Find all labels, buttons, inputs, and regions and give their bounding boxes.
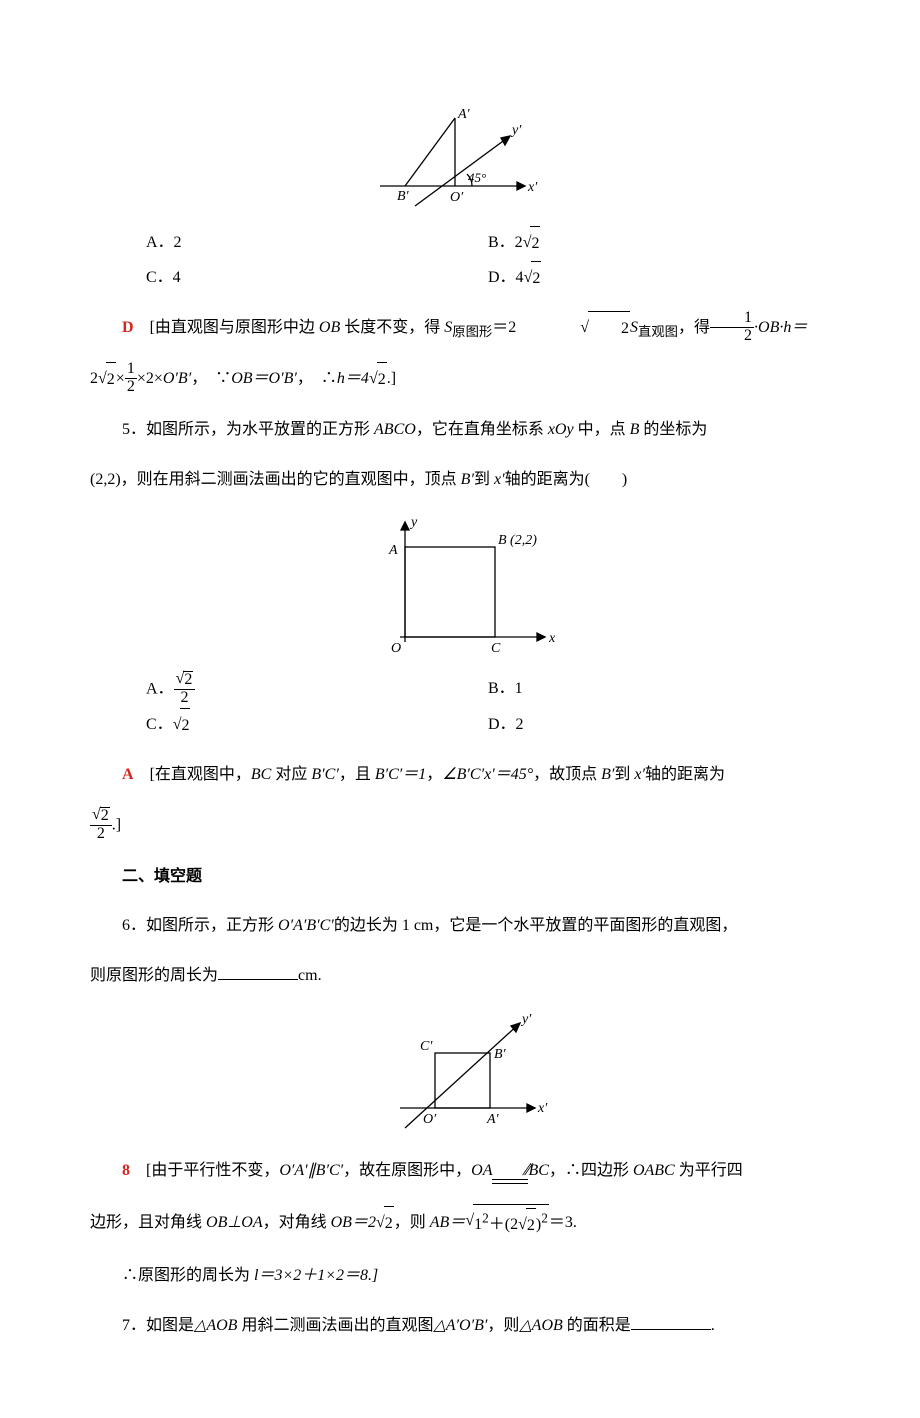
label-y6: y′ xyxy=(520,1012,532,1027)
label-O5: O xyxy=(391,641,401,656)
label-C6: C′ xyxy=(420,1039,433,1054)
q6-answer-line3: ∴原图形的周长为 l＝3×2＋1×2＝8.] xyxy=(90,1259,830,1293)
label-x6: x′ xyxy=(537,1101,548,1116)
q6-answer-number: 8 xyxy=(122,1162,130,1179)
label-C5: C xyxy=(491,641,501,656)
q4-options: A．2 B．2√2 C．4 D．4√2 xyxy=(90,226,830,295)
q5-answer-line1: A [在直观图中，BC 对应 B′C′，且 B′C′＝1，∠B′C′x′＝45°… xyxy=(90,758,830,792)
q5-option-D: D．2 xyxy=(488,708,830,743)
q5-option-B: B．1 xyxy=(488,672,830,708)
label-A5: A xyxy=(388,543,398,558)
q4-answer-line2: 2√2×12×2×O′B′， ∵OB＝O′B′， ∴h＝4√2.] xyxy=(90,362,830,397)
label-x: x′ xyxy=(527,180,538,195)
label-A6: A′ xyxy=(486,1112,500,1127)
q6-stem-line2: 则原图形的周长为cm. xyxy=(90,959,830,993)
figure-q5: A B (2,2) O C x y xyxy=(90,512,830,662)
label-A: A′ xyxy=(457,107,471,122)
q5-stem-line1: 5．如图所示，为水平放置的正方形 ABCO，它在直角坐标系 xOy 中，点 B … xyxy=(90,413,830,447)
label-y: y′ xyxy=(510,123,522,138)
label-y5: y xyxy=(409,515,418,530)
q4-option-B: B．2√2 xyxy=(488,226,830,261)
figure-q4: A′ B′ O′ x′ y′ 45° xyxy=(90,106,830,216)
svg-fig-q5: A B (2,2) O C x y xyxy=(345,512,575,662)
q6-answer-line2: 边形，且对角线 OB⊥OA，对角线 OB＝2√2，则 AB＝√12＋(2√2)2… xyxy=(90,1204,830,1243)
q4-option-A: A．2 xyxy=(146,226,488,261)
q5-answer-letter: A xyxy=(122,766,134,783)
svg-fig-q4: A′ B′ O′ x′ y′ 45° xyxy=(360,106,560,216)
q4-answer-letter: D xyxy=(122,319,134,336)
q6-blank xyxy=(218,964,298,979)
section-2-heading: 二、填空题 xyxy=(90,860,830,894)
q5-answer-line2: √22.] xyxy=(90,808,830,844)
q6-answer-line1: 8 [由于平行性不变，O′A′∥B′C′，故在原图形中，OA//BC，∴四边形 … xyxy=(90,1154,830,1188)
svg-fig-q6: O′ A′ B′ C′ x′ y′ xyxy=(360,1008,560,1138)
q4-option-C: C．4 xyxy=(146,261,488,296)
q5-option-A: A．√22 xyxy=(146,672,488,708)
q6-stem-line1: 6．如图所示，正方形 O′A′B′C′的边长为 1 cm，它是一个水平放置的平面… xyxy=(90,909,830,943)
q4-answer-line1: D [由直观图与原图形中边 OB 长度不变，得 S原图形＝2√2S直观图，得12… xyxy=(90,311,830,346)
label-x5: x xyxy=(548,631,556,646)
label-B6: B′ xyxy=(494,1047,507,1062)
label-O6: O′ xyxy=(423,1112,437,1127)
parallel-equal-icon: // xyxy=(492,1160,528,1184)
label-angle: 45° xyxy=(468,170,486,185)
label-B: B′ xyxy=(397,189,410,204)
q5-stem-line2: (2,2)，则在用斜二测画法画出的它的直观图中，顶点 B′到 x′轴的距离为( … xyxy=(90,463,830,497)
q7-blank xyxy=(631,1314,711,1329)
label-B5: B (2,2) xyxy=(498,533,537,548)
q5-options: A．√22 B．1 C．√2 D．2 xyxy=(90,672,830,742)
q4-option-D: D．4√2 xyxy=(488,261,830,296)
figure-q6: O′ A′ B′ C′ x′ y′ xyxy=(90,1008,830,1138)
q5-option-C: C．√2 xyxy=(146,708,488,743)
label-O: O′ xyxy=(450,190,464,205)
q7-stem: 7．如图是△AOB 用斜二测画法画出的直观图△A′O′B′，则△AOB 的面积是… xyxy=(90,1309,830,1343)
